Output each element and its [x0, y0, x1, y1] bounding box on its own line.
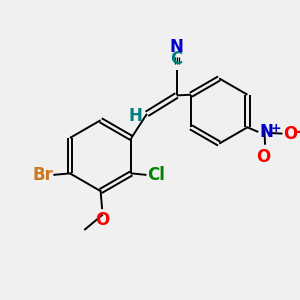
Text: +: + [271, 122, 281, 135]
Text: O: O [283, 124, 297, 142]
Text: H: H [128, 107, 142, 125]
Text: C: C [170, 50, 183, 68]
Text: Br: Br [32, 166, 53, 184]
Text: Cl: Cl [147, 166, 165, 184]
Text: N: N [170, 38, 184, 56]
Text: O: O [256, 148, 270, 166]
Text: N: N [259, 123, 273, 141]
Text: -: - [294, 123, 300, 141]
Text: O: O [95, 211, 109, 229]
